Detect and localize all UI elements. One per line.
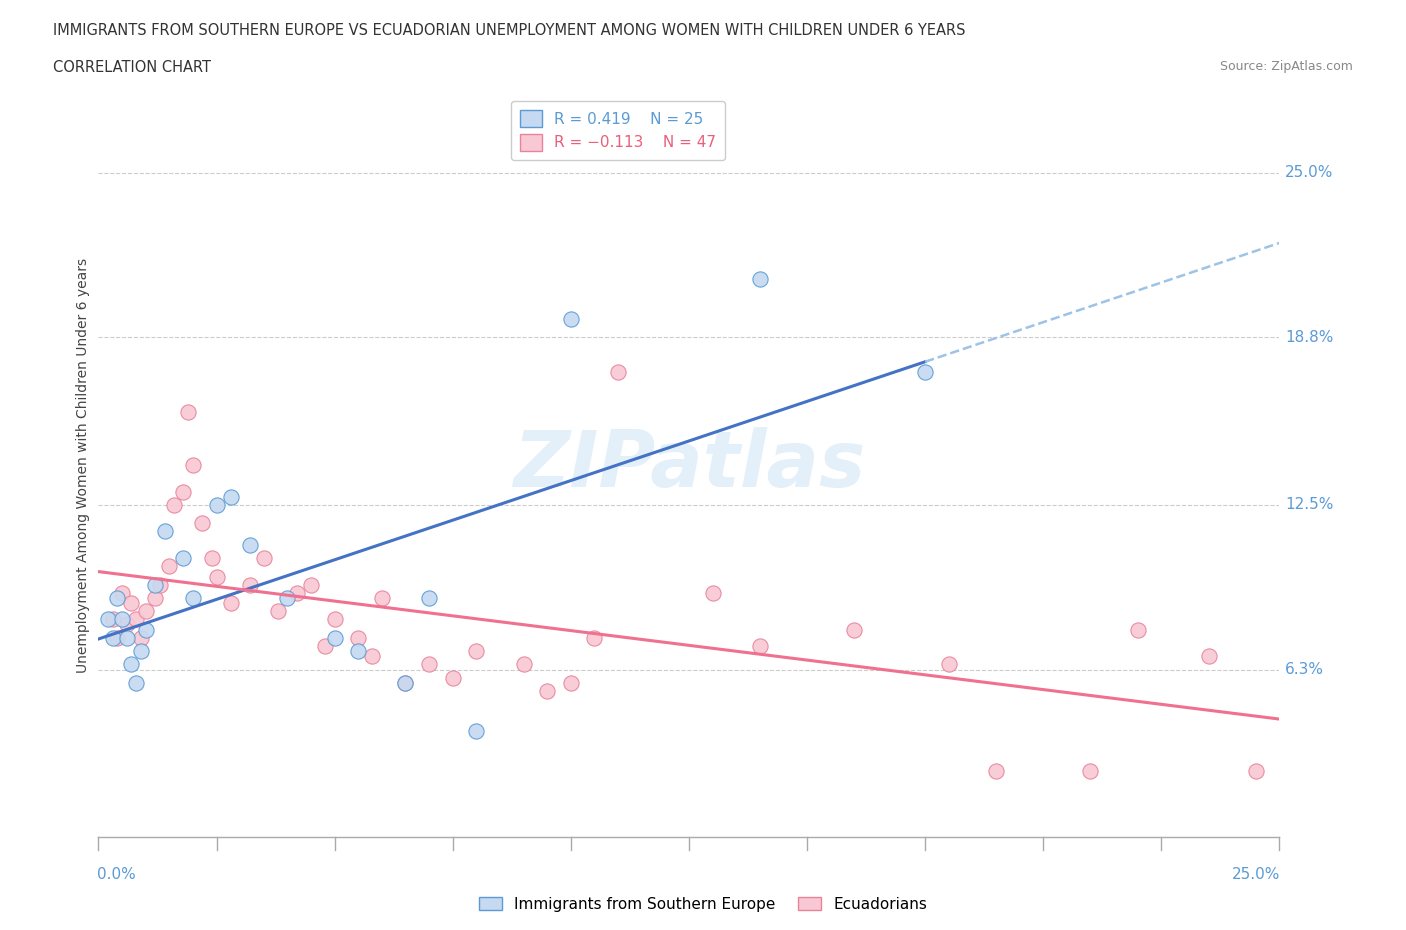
Point (143, 591, 166, 605)
Point (205, 569, 228, 584)
Point (121, 596, 143, 611)
Point (418, 591, 440, 605)
Point (347, 644, 370, 658)
Point (314, 638, 336, 653)
Point (239, 538, 262, 552)
Point (1126, 622, 1149, 637)
Point (285, 585, 308, 600)
Text: CORRELATION CHART: CORRELATION CHART (53, 60, 211, 75)
Point (239, 578, 262, 592)
Point (394, 675, 416, 690)
Point (361, 649, 384, 664)
Point (1244, 764, 1267, 778)
Point (844, 622, 866, 637)
Text: Source: ZipAtlas.com: Source: ZipAtlas.com (1219, 60, 1353, 73)
Point (105, 631, 128, 645)
Text: 6.3%: 6.3% (1285, 662, 1324, 677)
Point (115, 631, 138, 645)
Point (371, 591, 394, 605)
Point (323, 612, 346, 627)
Point (172, 485, 194, 499)
Point (172, 551, 194, 565)
Point (984, 764, 1007, 778)
Point (149, 578, 172, 592)
Text: 18.8%: 18.8% (1285, 330, 1334, 345)
Point (181, 458, 204, 472)
Point (219, 489, 242, 504)
Point (465, 724, 488, 738)
Point (181, 591, 204, 605)
Point (465, 644, 488, 658)
Point (129, 631, 152, 645)
Point (748, 638, 770, 653)
Point (111, 612, 134, 627)
Point (323, 631, 346, 645)
Point (121, 657, 143, 671)
Point (135, 604, 157, 618)
Text: ZIPatlas: ZIPatlas (513, 427, 865, 503)
Point (97, 612, 120, 627)
Point (115, 617, 138, 631)
Point (276, 591, 298, 605)
Point (105, 591, 128, 605)
Point (129, 644, 152, 658)
Legend: Immigrants from Southern Europe, Ecuadorians: Immigrants from Southern Europe, Ecuador… (472, 890, 934, 918)
Point (135, 622, 157, 637)
Text: IMMIGRANTS FROM SOUTHERN EUROPE VS ECUADORIAN UNEMPLOYMENT AMONG WOMEN WITH CHIL: IMMIGRANTS FROM SOUTHERN EUROPE VS ECUAD… (53, 23, 966, 38)
Point (163, 498, 186, 512)
Point (938, 657, 960, 671)
Point (418, 657, 440, 671)
Point (157, 559, 180, 574)
Point (512, 657, 534, 671)
Point (125, 612, 148, 627)
Point (191, 516, 214, 531)
Text: 25.0%: 25.0% (1232, 867, 1281, 882)
Point (253, 551, 276, 565)
Point (394, 675, 416, 690)
Y-axis label: Unemployment Among Women with Children Under 6 years: Unemployment Among Women with Children U… (76, 258, 90, 672)
Point (583, 631, 606, 645)
Point (1080, 764, 1102, 778)
Point (153, 524, 176, 538)
Point (560, 312, 582, 326)
Point (914, 365, 936, 379)
Point (441, 671, 464, 685)
Point (299, 578, 322, 592)
Point (201, 551, 224, 565)
Text: 25.0%: 25.0% (1285, 166, 1334, 180)
Point (125, 675, 148, 690)
Point (111, 585, 134, 600)
Text: 0.0%: 0.0% (97, 867, 136, 882)
Point (536, 684, 558, 698)
Point (177, 405, 200, 419)
Text: 12.5%: 12.5% (1285, 498, 1334, 512)
Point (607, 365, 630, 379)
Point (702, 585, 724, 600)
Point (205, 498, 228, 512)
Point (219, 596, 242, 611)
Point (1198, 649, 1220, 664)
Point (347, 631, 370, 645)
Point (748, 272, 770, 286)
Point (560, 675, 582, 690)
Point (267, 604, 290, 618)
Point (101, 631, 124, 645)
Point (101, 612, 124, 627)
Legend: R = 0.419    N = 25, R = −0.113    N = 47: R = 0.419 N = 25, R = −0.113 N = 47 (512, 100, 725, 160)
Point (143, 578, 166, 592)
